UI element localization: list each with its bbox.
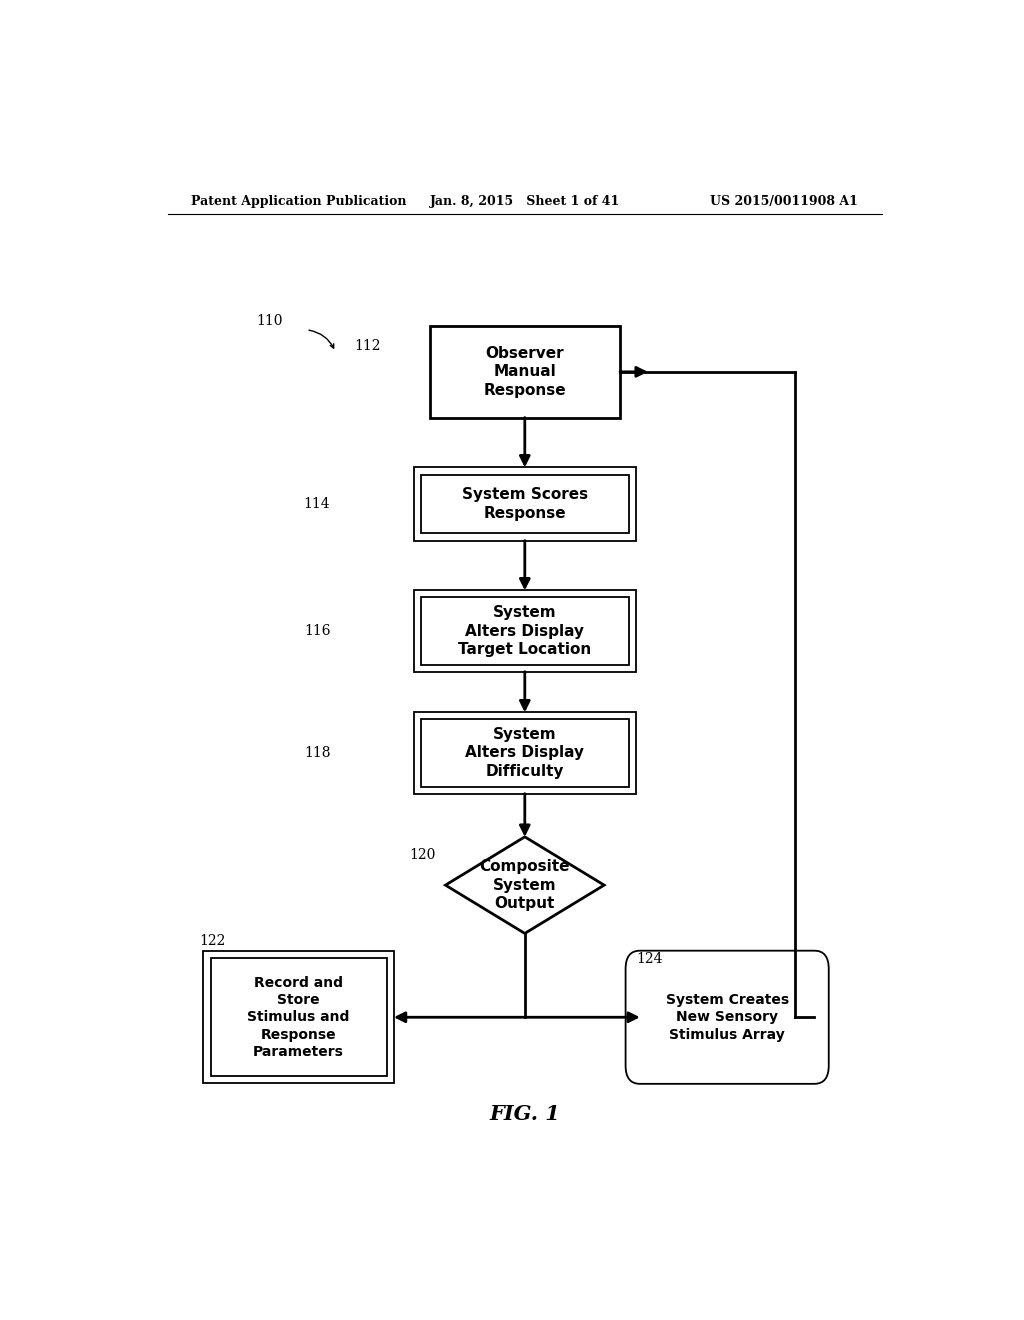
Text: 116: 116	[304, 624, 331, 638]
Text: System Scores
Response: System Scores Response	[462, 487, 588, 521]
FancyBboxPatch shape	[414, 590, 636, 672]
Text: System
Alters Display
Difficulty: System Alters Display Difficulty	[465, 727, 585, 779]
FancyBboxPatch shape	[421, 598, 629, 664]
Text: 114: 114	[304, 496, 331, 511]
Polygon shape	[445, 837, 604, 933]
Text: System Creates
New Sensory
Stimulus Array: System Creates New Sensory Stimulus Arra…	[666, 993, 788, 1041]
Text: FIG. 1: FIG. 1	[489, 1104, 560, 1123]
FancyBboxPatch shape	[421, 474, 629, 533]
Text: 112: 112	[354, 339, 381, 354]
Text: 118: 118	[304, 746, 331, 760]
Text: Jan. 8, 2015   Sheet 1 of 41: Jan. 8, 2015 Sheet 1 of 41	[430, 194, 620, 207]
Text: Patent Application Publication: Patent Application Publication	[191, 194, 407, 207]
FancyBboxPatch shape	[204, 952, 394, 1084]
Text: System
Alters Display
Target Location: System Alters Display Target Location	[458, 605, 592, 657]
FancyBboxPatch shape	[421, 719, 629, 787]
Text: 110: 110	[256, 314, 283, 329]
FancyBboxPatch shape	[626, 950, 828, 1084]
Text: US 2015/0011908 A1: US 2015/0011908 A1	[711, 194, 858, 207]
Text: Composite
System
Output: Composite System Output	[479, 859, 570, 911]
Text: 124: 124	[636, 952, 663, 966]
FancyBboxPatch shape	[211, 958, 387, 1076]
FancyBboxPatch shape	[414, 713, 636, 793]
Text: Record and
Store
Stimulus and
Response
Parameters: Record and Store Stimulus and Response P…	[248, 975, 350, 1059]
Text: Observer
Manual
Response: Observer Manual Response	[483, 346, 566, 397]
FancyBboxPatch shape	[414, 467, 636, 541]
FancyBboxPatch shape	[430, 326, 620, 417]
Text: 122: 122	[200, 935, 226, 948]
Text: 120: 120	[410, 847, 436, 862]
